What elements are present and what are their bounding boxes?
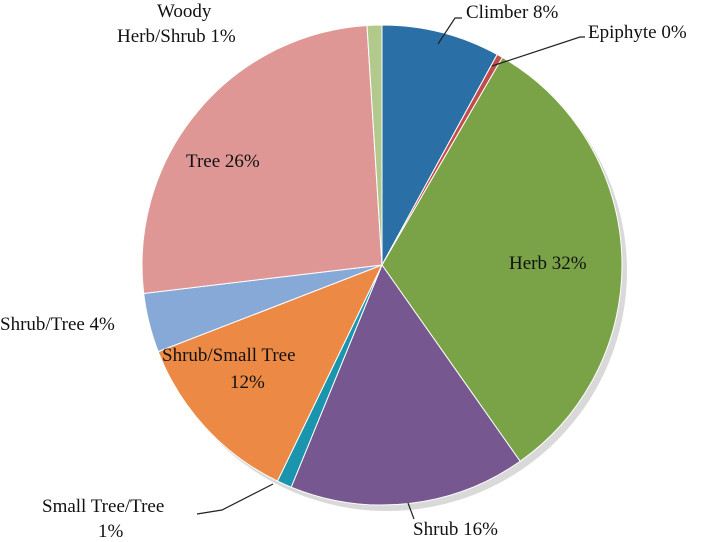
leader-line-shrub <box>407 502 415 520</box>
pie-slice-shrub-small-tree <box>157 264 384 482</box>
slice-label-epiphyte: Epiphyte 0% <box>588 22 687 43</box>
leader-line-small-tree-tree <box>196 483 274 515</box>
slice-label-woody-herb-shrub-line1: Woody <box>157 1 212 22</box>
slice-label-shrub: Shrub 16% <box>413 519 498 540</box>
pie-slice-woody-herb-shrub <box>366 24 383 266</box>
slice-label-herb: Herb 32% <box>509 253 587 274</box>
leader-line-epiphyte <box>491 36 585 67</box>
slice-label-tree: Tree 26% <box>186 151 260 172</box>
slice-label-shrub-small-tree-line2: 12% <box>230 372 265 393</box>
slice-label-woody-herb-shrub-line2: Herb/Shrub 1% <box>117 26 236 47</box>
slice-label-shrub-small-tree-line1: Shrub/Small Tree <box>162 345 296 366</box>
slice-label-small-tree-tree-line1: Small Tree/Tree <box>42 496 164 517</box>
slice-label-small-tree-tree-line2: 1% <box>98 521 124 542</box>
pie-slice-shrub <box>290 263 521 506</box>
pie-slice-herb <box>381 56 623 462</box>
pie-slice-tree <box>141 24 383 295</box>
pie-slices <box>141 24 623 506</box>
slice-label-climber: Climber 8% <box>466 2 559 23</box>
leader-line-climber <box>437 17 462 45</box>
slice-label-shrub-tree: Shrub/Tree 4% <box>0 314 115 335</box>
pie-slice-climber <box>381 24 498 266</box>
